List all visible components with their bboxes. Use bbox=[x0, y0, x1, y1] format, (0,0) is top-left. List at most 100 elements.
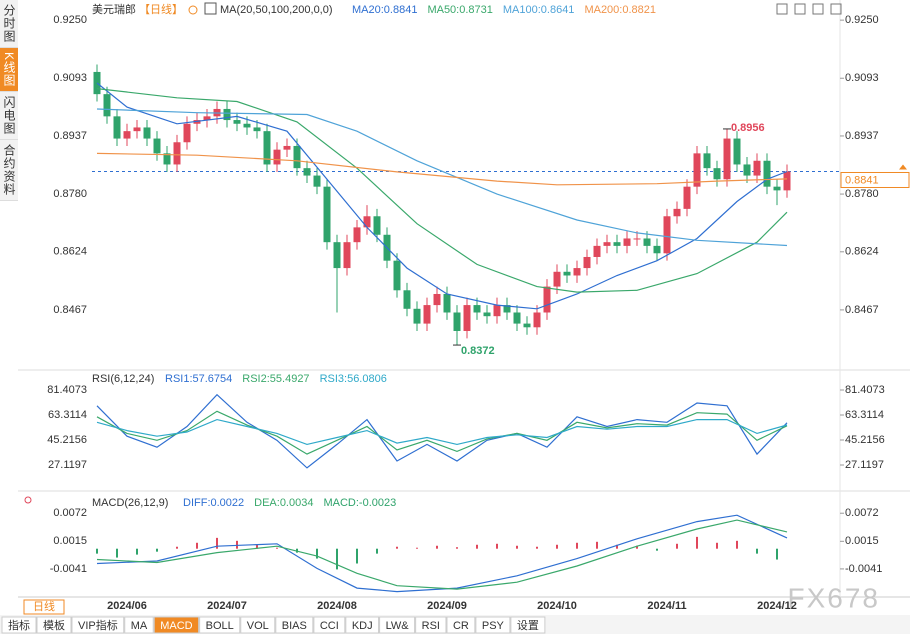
macd-icon[interactable] bbox=[24, 496, 32, 504]
icon[interactable] bbox=[830, 3, 842, 15]
toolbar-item[interactable]: LW& bbox=[386, 620, 410, 632]
legend-entry: RSI1:57.6754 bbox=[165, 373, 232, 385]
candle-body bbox=[553, 271, 561, 287]
candle-body bbox=[163, 153, 171, 165]
toolbar-button[interactable] bbox=[240, 616, 276, 634]
add-icon[interactable] bbox=[188, 5, 198, 15]
y-tick-label: 0.8780 bbox=[53, 188, 87, 200]
y-tick-label: 0.9093 bbox=[53, 72, 87, 84]
tab-kline[interactable]: K线图 bbox=[0, 48, 18, 93]
toolbar-button[interactable] bbox=[446, 616, 476, 634]
sidebar: 分时图 K线图 闪电图 合约资料 bbox=[0, 0, 18, 202]
period-button-label[interactable]: 日线 bbox=[33, 599, 55, 613]
candle-body bbox=[493, 305, 501, 317]
toolbar-item[interactable]: CR bbox=[453, 620, 469, 632]
candle-body bbox=[693, 153, 701, 187]
toolbar-item[interactable]: 设置 bbox=[517, 619, 539, 632]
candle-body bbox=[513, 312, 521, 324]
legend-entry: RSI2:55.4927 bbox=[242, 373, 309, 385]
toolbar-button[interactable] bbox=[510, 616, 546, 634]
candle-body bbox=[103, 94, 111, 117]
toolbar-item[interactable]: VOL bbox=[247, 620, 269, 632]
y-tick-label: -0.0041 bbox=[845, 563, 882, 575]
x-tick-label: 2024/12 bbox=[757, 600, 797, 612]
candle-body bbox=[443, 293, 451, 313]
toolbar-item[interactable]: RSI bbox=[422, 620, 440, 632]
y-tick-label: 0.8467 bbox=[845, 304, 879, 316]
toolbar-item[interactable]: KDJ bbox=[352, 620, 373, 632]
candle-body bbox=[253, 127, 261, 132]
toolbar-button[interactable] bbox=[199, 616, 241, 634]
rsi-title: RSI(6,12,24) bbox=[92, 373, 154, 385]
y-tick-label: 0.8937 bbox=[845, 130, 879, 142]
toolbar-button[interactable] bbox=[345, 616, 380, 634]
candle-body bbox=[533, 312, 541, 328]
tab-flash[interactable]: 闪电图 bbox=[0, 92, 18, 141]
candle-body bbox=[643, 238, 651, 246]
candle-body bbox=[603, 242, 611, 246]
candle-body bbox=[713, 168, 721, 180]
y-tick-label: 81.4073 bbox=[845, 384, 885, 396]
symbol: 美元瑞郎 bbox=[92, 2, 136, 16]
y-tick-label: 45.2156 bbox=[47, 434, 87, 446]
annotation-label: 0.8956 bbox=[731, 122, 765, 134]
candle-body bbox=[773, 186, 781, 191]
legend-entry: MA20:0.8841 bbox=[352, 4, 417, 16]
candle-body bbox=[303, 168, 311, 176]
candle-body bbox=[283, 145, 291, 150]
ma-legend-title: MA(20,50,100,200,0,0) bbox=[220, 4, 333, 16]
toolbar-button[interactable] bbox=[153, 616, 200, 634]
toolbar-button[interactable] bbox=[415, 616, 447, 634]
ma-icon[interactable] bbox=[204, 2, 217, 15]
candle-body bbox=[183, 123, 191, 143]
candle-body bbox=[323, 186, 331, 243]
icon[interactable] bbox=[776, 3, 788, 15]
toolbar-item[interactable]: BIAS bbox=[282, 620, 307, 632]
x-tick-label: 2024/08 bbox=[317, 600, 357, 612]
toolbar-item[interactable]: 指标 bbox=[8, 618, 30, 632]
candle-body bbox=[313, 175, 321, 187]
toolbar-item[interactable]: BOLL bbox=[206, 620, 234, 632]
indicator-line bbox=[96, 152, 788, 186]
tab-timeshare[interactable]: 分时图 bbox=[0, 0, 18, 48]
legend-entry: RSI3:56.0806 bbox=[320, 373, 387, 385]
icon[interactable] bbox=[794, 3, 806, 15]
candle-body bbox=[233, 120, 241, 124]
toolbar-item[interactable]: VIP指标 bbox=[78, 618, 118, 632]
candle-body bbox=[483, 312, 491, 317]
icon[interactable] bbox=[812, 3, 824, 15]
last-price-label: 0.8841 bbox=[845, 174, 879, 186]
toolbar-item[interactable]: CCI bbox=[320, 620, 339, 632]
toolbar-button[interactable] bbox=[275, 616, 314, 634]
toolbar-button[interactable] bbox=[313, 616, 346, 634]
candle-body bbox=[243, 123, 251, 128]
toolbar-item[interactable]: 模板 bbox=[43, 618, 65, 632]
indicator-line bbox=[96, 393, 788, 469]
candle-body bbox=[503, 305, 511, 313]
toolbar-button[interactable] bbox=[1, 616, 37, 634]
candle-body bbox=[573, 268, 581, 276]
toolbar-button[interactable] bbox=[379, 616, 416, 634]
y-tick-label: 0.8624 bbox=[845, 246, 879, 258]
toolbar-button[interactable] bbox=[36, 616, 72, 634]
candle-body bbox=[623, 238, 631, 246]
legend-entry: MACD:-0.0023 bbox=[323, 497, 396, 509]
period-button[interactable] bbox=[23, 599, 65, 615]
tab-contract[interactable]: 合约资料 bbox=[0, 140, 18, 202]
candle-body bbox=[423, 305, 431, 324]
candle-body bbox=[433, 293, 441, 306]
toolbar-item[interactable]: PSY bbox=[482, 620, 505, 632]
toolbar-button[interactable] bbox=[124, 616, 154, 634]
y-tick-label: 0.0072 bbox=[53, 507, 87, 519]
x-tick-label: 2024/11 bbox=[647, 600, 686, 612]
y-tick-label: 0.9250 bbox=[845, 14, 879, 26]
toolbar-button[interactable] bbox=[71, 616, 125, 634]
toolbar-button[interactable] bbox=[475, 616, 511, 634]
toolbar-item[interactable]: MA bbox=[131, 620, 148, 632]
toolbar-item[interactable]: MACD bbox=[160, 620, 192, 632]
candle-body bbox=[633, 238, 641, 240]
y-tick-label: 0.0015 bbox=[845, 535, 879, 547]
y-tick-label: 27.1197 bbox=[845, 459, 884, 471]
candle-body bbox=[263, 131, 271, 165]
candle-body bbox=[733, 138, 741, 165]
